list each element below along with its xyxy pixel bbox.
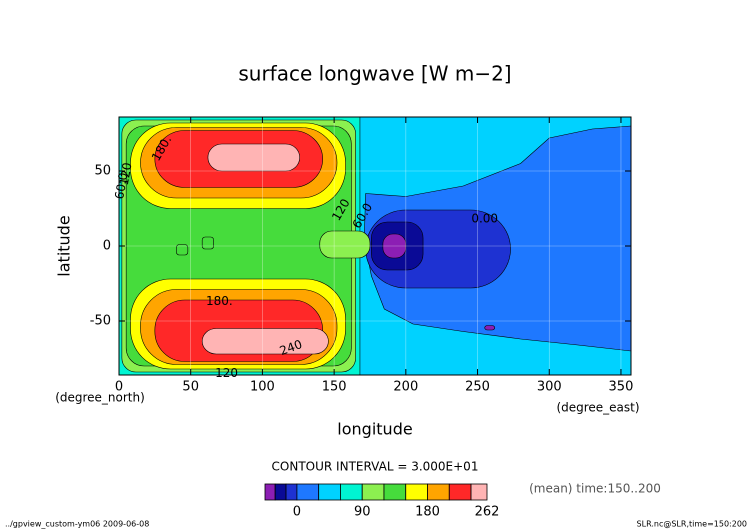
colorbar-box — [285, 483, 298, 501]
colorbar-box — [361, 483, 385, 501]
x-tick-label: 200 — [393, 380, 418, 395]
footer-right: SLR.nc@SLR,time=150:200 — [637, 520, 747, 529]
y-axis-label: latitude — [55, 215, 74, 276]
x-axis-label: longitude — [337, 420, 412, 439]
contour-label: 0.00 — [471, 212, 498, 226]
contour-fill — [201, 236, 214, 250]
y-tick-label: 0 — [103, 239, 111, 254]
colorbar-box — [340, 483, 363, 501]
colorbar-box — [383, 483, 407, 501]
colorbar-tick-label: 180 — [415, 505, 440, 520]
contour-fill — [176, 244, 189, 256]
colorbar-tick-label: 262 — [475, 505, 500, 520]
contour-fill — [484, 325, 496, 331]
colorbar-box — [427, 483, 450, 501]
colorbar-box — [318, 483, 341, 501]
x-unit: (degree_east) — [556, 401, 639, 415]
colorbar-box — [296, 483, 320, 501]
contour-label: 120 — [117, 161, 135, 186]
colorbar-box — [405, 483, 428, 501]
colorbar-box — [470, 483, 488, 501]
contour-fill — [207, 143, 301, 172]
x-tick-label: 150 — [322, 380, 347, 395]
colorbar-box — [274, 483, 287, 501]
footer-left: ../gpview_custom-ym06 2009-06-08 — [5, 520, 149, 529]
colorbar-tick-label: 90 — [354, 505, 371, 520]
colorbar-box — [264, 483, 276, 501]
x-tick-label: 0 — [115, 380, 123, 395]
contour-label: 120 — [215, 366, 238, 380]
contour-fill — [319, 230, 371, 259]
colorbar-box — [448, 483, 472, 501]
x-tick-label: 100 — [250, 380, 275, 395]
contour-fill — [201, 328, 329, 355]
x-tick-label: 250 — [465, 380, 490, 395]
y-tick-label: -50 — [90, 314, 111, 329]
contour-label: 60.0 — [112, 172, 130, 201]
plot-area — [119, 117, 631, 375]
colorbar-tick-label: 0 — [293, 505, 301, 520]
annotation: (mean) time:150..200 — [529, 482, 661, 496]
x-tick-label: 350 — [609, 380, 634, 395]
chart-title: surface longwave [W m−2] — [238, 62, 511, 86]
x-tick-label: 300 — [537, 380, 562, 395]
contour-label: 180. — [206, 294, 233, 308]
x-tick-label: 50 — [182, 380, 199, 395]
y-tick-label: 50 — [94, 164, 111, 179]
y-unit: (degree_north) — [55, 391, 145, 405]
contour-interval: CONTOUR INTERVAL = 3.000E+01 — [272, 460, 479, 474]
